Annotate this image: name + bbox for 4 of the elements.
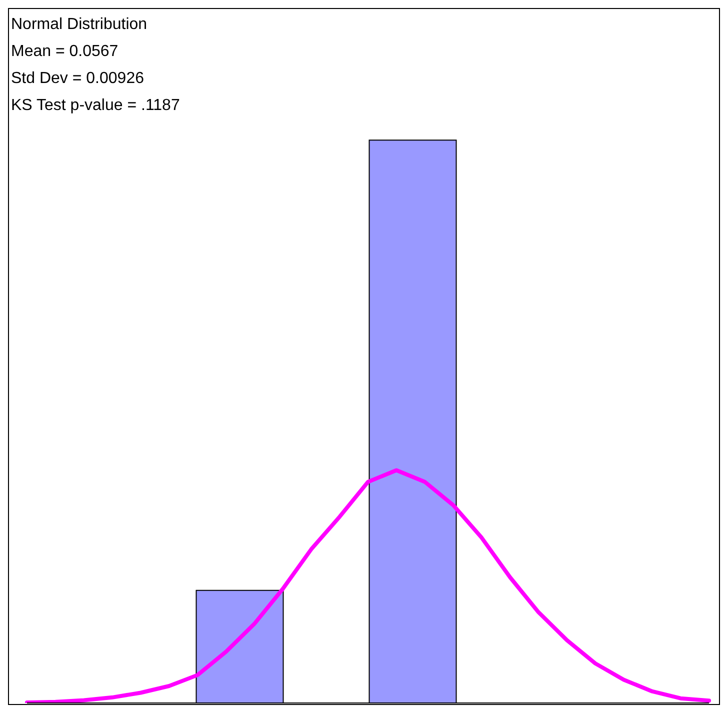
text: Normal Distribution: [11, 15, 148, 35]
text: Std Dev = 0.00926: [11, 69, 145, 89]
text: KS Test p-value = .1187: [11, 96, 180, 116]
text: Mean = 0.0567: [11, 42, 120, 62]
